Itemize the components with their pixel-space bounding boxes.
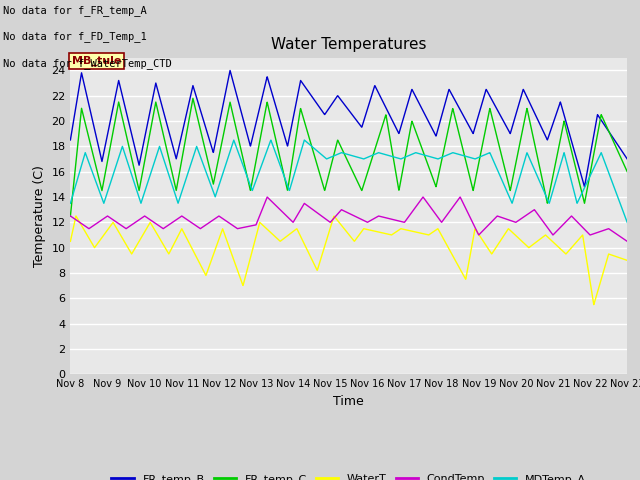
Legend: FR_temp_B, FR_temp_C, WaterT, CondTemp, MDTemp_A: FR_temp_B, FR_temp_C, WaterT, CondTemp, … bbox=[107, 469, 591, 480]
Text: No data for f_WaterTemp_CTD: No data for f_WaterTemp_CTD bbox=[3, 58, 172, 69]
Title: Water Temperatures: Water Temperatures bbox=[271, 37, 426, 52]
Y-axis label: Temperature (C): Temperature (C) bbox=[33, 165, 45, 267]
Text: MB_tule: MB_tule bbox=[72, 56, 122, 66]
Text: No data for f_FR_temp_A: No data for f_FR_temp_A bbox=[3, 5, 147, 16]
Text: No data for f_FD_Temp_1: No data for f_FD_Temp_1 bbox=[3, 31, 147, 42]
X-axis label: Time: Time bbox=[333, 395, 364, 408]
